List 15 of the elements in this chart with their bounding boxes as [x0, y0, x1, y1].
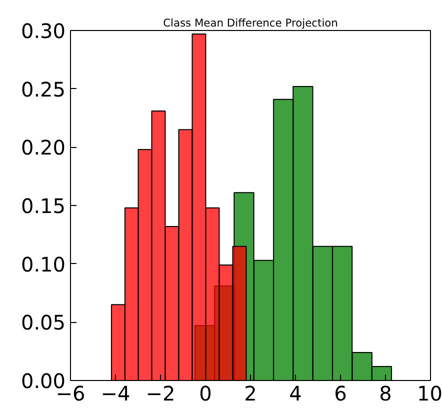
y-tick-label: 0.15 [20, 194, 66, 218]
x-tick-label: 6 [334, 382, 347, 406]
x-tick-label: 8 [379, 382, 392, 406]
y-tick-label: 0.30 [20, 19, 66, 43]
x-tick-label: 2 [244, 382, 257, 406]
y-tick-label: 0.05 [20, 310, 66, 335]
x-tick-label: 4 [289, 382, 302, 406]
x-tick-label: −2 [146, 382, 176, 406]
y-tick-label: 0.25 [20, 77, 66, 102]
y-tick-label: 0.10 [20, 252, 66, 276]
chart-title: Class Mean Difference Projection [163, 16, 338, 30]
x-tick-label: −4 [100, 382, 130, 406]
y-tick-label: 0.20 [20, 136, 66, 160]
x-tick-label: 0 [199, 382, 212, 406]
x-tick-label: 10 [417, 382, 442, 406]
